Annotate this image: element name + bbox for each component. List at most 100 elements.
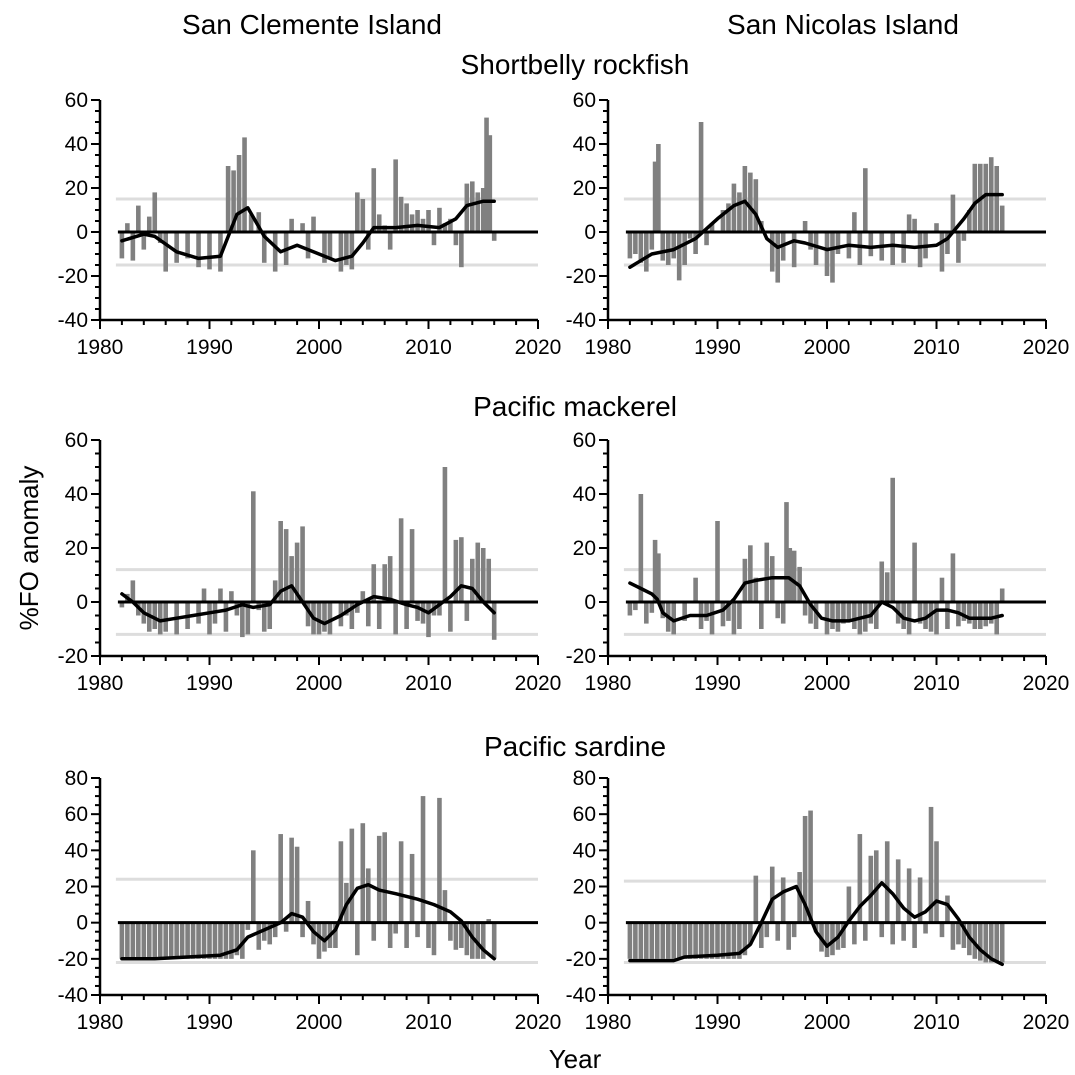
anomaly-bar	[764, 542, 770, 602]
anomaly-bar	[157, 602, 163, 635]
y-tick-label: -40	[566, 984, 596, 1007]
anomaly-bar	[638, 922, 644, 959]
anomaly-bar	[355, 922, 360, 956]
x-tick-label: 2010	[913, 1011, 960, 1034]
y-tick-label: 60	[65, 89, 88, 112]
y-tick-label: -40	[58, 984, 88, 1007]
anomaly-bar	[437, 207, 442, 232]
anomaly-bar	[349, 602, 355, 629]
anomaly-bar	[437, 797, 442, 923]
y-tick-label: 20	[573, 177, 596, 200]
x-tick-label: 1990	[186, 336, 233, 359]
smoothed-trend-line	[628, 192, 1004, 269]
anomaly-bar	[491, 602, 497, 640]
anomaly-bar	[152, 602, 158, 629]
anomaly-bar	[426, 210, 431, 232]
anomaly-bar	[426, 602, 431, 638]
anomaly-bar	[983, 922, 989, 963]
anomaly-bar	[289, 218, 294, 232]
anomaly-bar	[999, 205, 1005, 232]
anomaly-bar	[873, 602, 879, 629]
anomaly-bar	[355, 192, 360, 232]
anomaly-bar	[420, 796, 426, 923]
anomaly-bar	[344, 602, 349, 616]
anomaly-bar	[852, 602, 857, 629]
anomaly-bar	[693, 922, 698, 959]
anomaly-bar	[890, 232, 895, 265]
anomaly-bar	[682, 922, 687, 959]
anomaly-bar	[157, 922, 163, 959]
anomaly-bar	[491, 232, 497, 241]
anomaly-bar	[256, 922, 262, 950]
anomaly-bar	[994, 166, 1000, 232]
anomaly-bar	[671, 922, 676, 959]
anomaly-bar	[486, 919, 492, 923]
anomaly-bar	[972, 922, 978, 959]
anomaly-bar	[649, 922, 655, 959]
anomaly-bar	[283, 529, 289, 602]
anomaly-bar	[344, 232, 349, 265]
anomaly-bar	[961, 232, 967, 241]
anomaly-bar	[130, 580, 136, 602]
anomaly-bar	[409, 529, 415, 602]
anomaly-bar	[294, 846, 300, 923]
anomaly-bar	[174, 922, 179, 959]
y-tick-label: 40	[65, 483, 88, 506]
y-tick-label: 40	[573, 839, 596, 862]
anomaly-bar	[780, 877, 786, 923]
anomaly-bar	[300, 922, 305, 938]
anomaly-bar	[813, 602, 819, 629]
anomaly-bar	[475, 542, 481, 602]
anomaly-bar	[251, 850, 256, 923]
anomaly-bar	[480, 548, 486, 602]
y-tick-label: -20	[58, 645, 88, 668]
y-tick-label: 80	[65, 767, 88, 790]
anomaly-bar	[934, 602, 939, 635]
panel-2: -40 -20 0 20 40 60 1980 1990 2000 2010 2020	[566, 89, 1070, 359]
anomaly-bar	[459, 537, 464, 602]
anomaly-bar	[179, 922, 185, 959]
anomaly-bar	[185, 922, 190, 959]
anomaly-bar	[322, 232, 327, 263]
anomaly-bar	[917, 232, 923, 268]
anomaly-bar	[207, 602, 212, 635]
anomaly-bar	[196, 922, 201, 959]
anomaly-bar	[163, 232, 168, 272]
anomaly-bar	[890, 477, 895, 602]
anomaly-bar	[196, 232, 201, 268]
anomaly-bar	[453, 232, 459, 246]
anomaly-bar	[376, 835, 382, 923]
anomaly-bar	[633, 232, 638, 254]
y-tick-label: 0	[76, 591, 88, 614]
anomaly-bar	[125, 223, 130, 232]
anomaly-bar	[229, 591, 234, 602]
anomaly-bar	[857, 834, 863, 923]
anomaly-bar	[376, 214, 382, 232]
species-title-pacific-mackerel: Pacific mackerel	[473, 391, 677, 422]
anomaly-bar	[316, 602, 322, 635]
x-tick-label: 1980	[77, 1011, 124, 1034]
anomaly-bar	[665, 922, 671, 959]
x-tick-label: 2020	[1023, 672, 1070, 695]
anomaly-bar	[967, 602, 972, 624]
anomaly-bar	[130, 232, 136, 261]
anomaly-bar	[978, 922, 983, 961]
anomaly-bar	[737, 922, 742, 959]
anomaly-bar	[152, 922, 158, 959]
anomaly-bar	[404, 922, 409, 948]
anomaly-bar	[185, 232, 190, 259]
anomaly-bar	[737, 602, 742, 629]
anomaly-bar	[371, 922, 377, 941]
anomaly-bar	[371, 168, 377, 232]
anomaly-bar	[644, 602, 649, 624]
anomaly-bar	[846, 602, 852, 621]
anomaly-bar	[168, 922, 174, 959]
anomaly-bar	[338, 232, 344, 272]
anomaly-bar	[731, 602, 737, 635]
anomaly-bar	[748, 545, 753, 602]
anomaly-bar	[201, 588, 207, 602]
anomaly-bar	[884, 841, 890, 923]
y-tick-label: 60	[573, 803, 596, 826]
anomaly-bar	[720, 602, 726, 627]
anomaly-bar	[652, 161, 658, 232]
